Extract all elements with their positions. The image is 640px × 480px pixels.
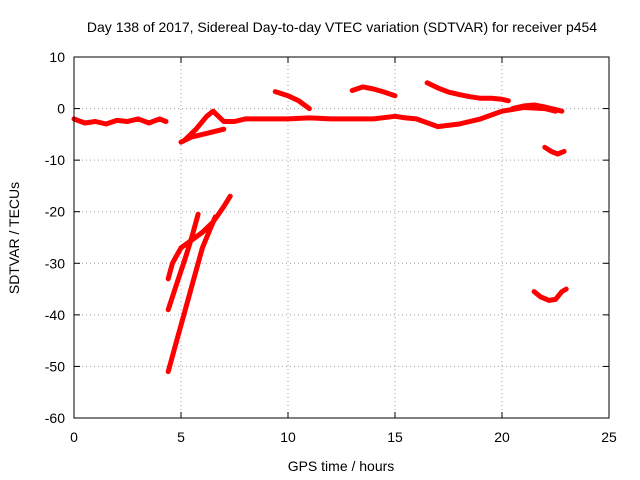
x-tick-label: 15 <box>387 429 403 445</box>
y-tick-label: -50 <box>45 358 65 374</box>
series-arc-12 <box>531 286 569 303</box>
x-tick-label: 10 <box>280 429 296 445</box>
x-tick-label: 20 <box>494 429 510 445</box>
series-arc-1 <box>71 116 169 127</box>
plot-frame <box>73 56 610 419</box>
x-axis-label: GPS time / hours <box>288 458 395 474</box>
y-tick-label: -10 <box>45 152 65 168</box>
series-arc-8 <box>542 144 567 157</box>
series-arc-4 <box>272 89 312 112</box>
chart-title: Day 138 of 2017, Sidereal Day-to-day VTE… <box>87 19 597 35</box>
data-series <box>71 80 569 375</box>
y-axis-label: SDTVAR / TECUs <box>6 182 22 294</box>
x-tick-label: 5 <box>177 429 185 445</box>
x-tick-label: 0 <box>70 429 78 445</box>
series-arc-9 <box>165 193 233 282</box>
axis-ticks: 0 5 10 15 20 25 -60 -50 -40 -30 -20 -10 0 10 <box>45 49 617 445</box>
y-tick-label: -60 <box>45 410 65 426</box>
x-tick-label: 25 <box>601 429 617 445</box>
series-arc-5 <box>349 84 398 99</box>
y-tick-label: -40 <box>45 307 65 323</box>
y-tick-label: 0 <box>57 101 65 117</box>
series-arc-7 <box>510 102 565 114</box>
y-tick-label: -20 <box>45 204 65 220</box>
series-arc-6 <box>424 80 511 104</box>
series-arc-11 <box>165 214 218 375</box>
grid-lines <box>74 57 609 418</box>
series-arc-3 <box>182 105 558 142</box>
series-arc-10 <box>165 211 201 313</box>
y-tick-label: 10 <box>49 49 65 65</box>
y-tick-label: -30 <box>45 255 65 271</box>
